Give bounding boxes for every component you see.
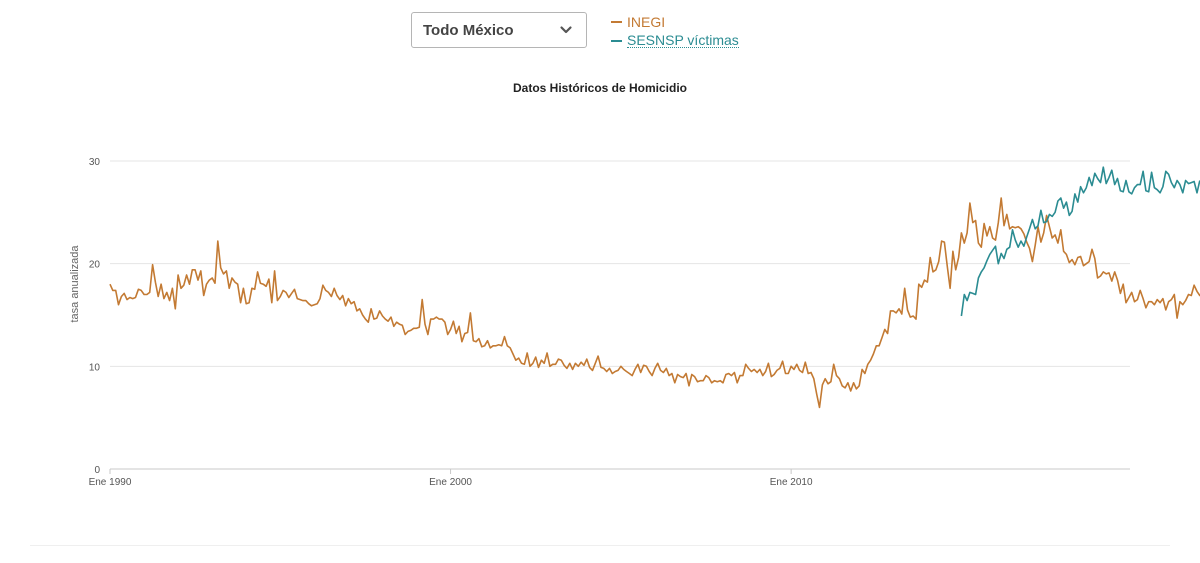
x-tick-label-1: Ene 2000: [429, 477, 472, 488]
y-axis-label: tasa anualizada: [69, 245, 81, 323]
x-tick-label-0: Ene 1990: [89, 477, 132, 488]
legend-item-sesnsp[interactable]: SESNSP víctimas: [611, 31, 739, 50]
y-tick-label-0: 0: [94, 465, 100, 476]
y-tick-label-10: 10: [89, 362, 101, 373]
legend-item-inegi[interactable]: INEGI: [611, 12, 739, 31]
chart-series: [109, 166, 1200, 409]
series-line-sesnsp: [960, 166, 1200, 317]
x-tick-label-2: Ene 2010: [770, 477, 813, 488]
chart-legend: INEGI SESNSP víctimas: [611, 12, 739, 50]
y-axis: 0 10 20 30: [89, 157, 101, 476]
legend-swatch-sesnsp: [611, 39, 622, 42]
series-line-inegi: [109, 197, 1200, 409]
region-select[interactable]: Todo México: [411, 12, 587, 48]
y-tick-label-20: 20: [89, 260, 101, 271]
y-tick-label-30: 30: [89, 157, 101, 168]
chevron-down-icon: [558, 22, 574, 38]
footer-divider: [30, 545, 1170, 546]
chart-title: Datos Históricos de Homicidio: [513, 81, 687, 95]
homicide-chart: Datos Históricos de Homicidio 0 10 20 30 ta…: [69, 81, 1200, 488]
region-select-value: Todo México: [423, 21, 514, 39]
chart-gridlines: [110, 160, 1130, 367]
legend-swatch-inegi: [611, 20, 622, 23]
legend-label-sesnsp: SESNSP víctimas: [627, 32, 739, 48]
x-axis: Ene 1990 Ene 2000 Ene 2010: [89, 468, 1130, 488]
legend-label-inegi: INEGI: [627, 13, 666, 30]
